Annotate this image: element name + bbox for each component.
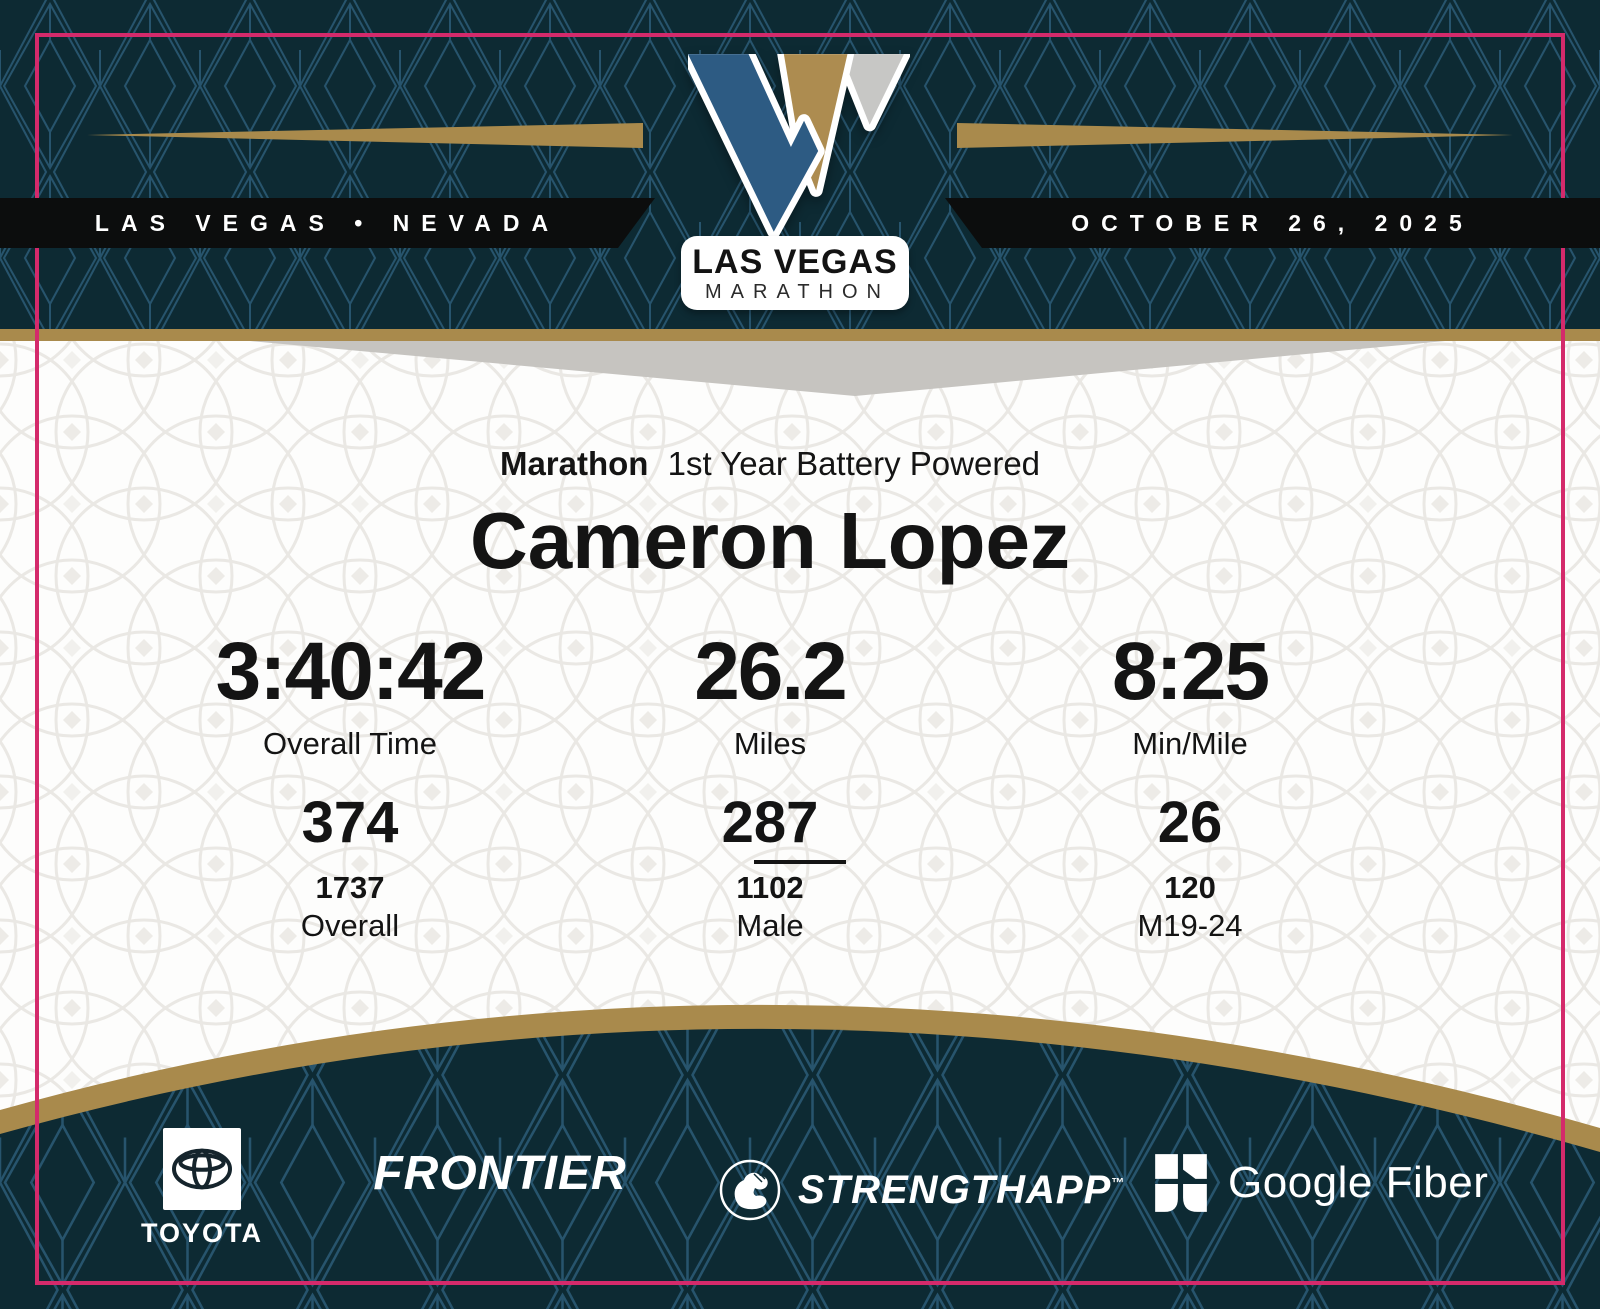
agegroup-rank-label: M19-24: [1137, 908, 1243, 943]
logo-silver-v: [834, 54, 910, 132]
trademark-symbol: ™: [1111, 1174, 1126, 1190]
division-name: 1st Year Battery Powered: [667, 445, 1041, 482]
left-gold-spear: [87, 123, 643, 148]
agegroup-rank-total: 120: [1164, 870, 1216, 905]
silver-wedge: [250, 341, 1445, 396]
sponsor-toyota: TOYOTA: [141, 1128, 261, 1249]
toyota-wordmark: TOYOTA: [141, 1218, 264, 1248]
race-name: Marathon: [499, 445, 649, 482]
overall-time-label: Overall Time: [263, 726, 437, 761]
frontier-wordmark: FRONTIER: [373, 1147, 627, 1200]
overall-rank-label: Overall: [300, 908, 400, 943]
sponsor-strengthapp: STRENGTHAPP™: [718, 1158, 1125, 1222]
male-rank-total: 1102: [736, 870, 804, 905]
sponsor-frontier: FRONTIER: [340, 1146, 660, 1201]
pace-value: 8:25: [1111, 626, 1270, 717]
strengthapp-bicep-icon: [719, 1159, 781, 1221]
race-division-line: Marathon 1st Year Battery Powered: [100, 444, 1440, 484]
logo-event-text: MARATHON: [705, 281, 890, 303]
date-banner: OCTOBER 26, 2025: [945, 198, 1600, 248]
miles-label: Miles: [733, 726, 807, 761]
overall-time-value: 3:40:42: [215, 626, 487, 717]
marathon-logo-monogram-icon: [688, 54, 910, 239]
agegroup-rank-place: 26: [1157, 790, 1223, 855]
male-rank-place: 287: [721, 790, 819, 855]
toyota-rings-icon: [172, 1148, 232, 1190]
miles-value: 26.2: [694, 626, 848, 717]
pace-label: Min/Mile: [1132, 726, 1248, 761]
agegroup-rank-divider: [754, 860, 846, 864]
overall-rank-total: 1737: [315, 870, 385, 905]
toyota-emblem-box: [163, 1128, 241, 1210]
venue-text: LAS VEGAS • NEVADA: [94, 209, 561, 236]
logo-city-text: LAS VEGAS: [692, 243, 898, 281]
right-gold-spear: [957, 123, 1513, 148]
google-fiber-wordmark: Google Fiber: [1228, 1158, 1489, 1207]
sponsor-google-fiber: Google Fiber: [1152, 1152, 1488, 1214]
marathon-logo-label: LAS VEGAS MARATHON: [681, 236, 909, 310]
date-text: OCTOBER 26, 2025: [1071, 209, 1474, 236]
athlete-name: Cameron Lopez: [469, 496, 1071, 585]
google-fiber-icon: [1155, 1154, 1207, 1212]
overall-rank-place: 374: [301, 790, 399, 855]
logo-gold-v: [777, 54, 854, 197]
logo-blue-lv: [688, 54, 825, 239]
header-gold-band: [0, 329, 1600, 341]
venue-banner: LAS VEGAS • NEVADA: [0, 198, 655, 248]
male-rank-label: Male: [736, 908, 804, 943]
strengthapp-wordmark: STRENGTHAPP™: [798, 1167, 1126, 1212]
